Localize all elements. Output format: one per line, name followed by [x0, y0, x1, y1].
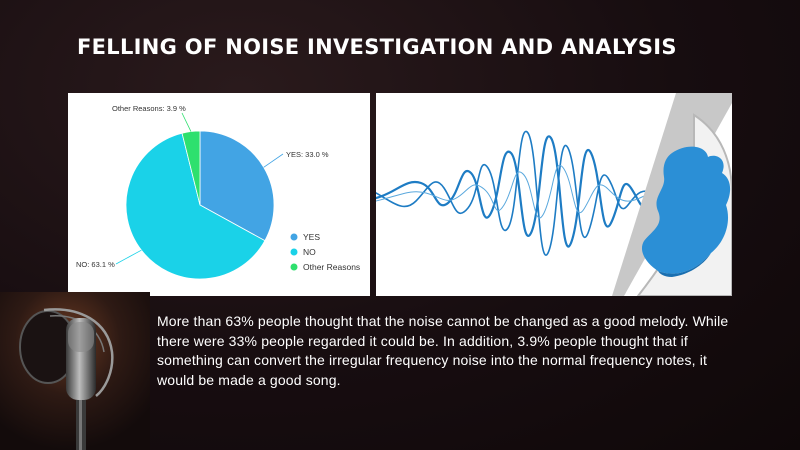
- leader-line-no: [115, 249, 142, 265]
- slice-label-no: NO: 63.1 %: [76, 260, 115, 269]
- slice-label-yes: YES: 33.0 %: [286, 150, 329, 159]
- sound-wave-illustration: [376, 93, 732, 296]
- legend-label-other-reasons: Other Reasons: [303, 262, 360, 272]
- shock-mount: [43, 308, 114, 397]
- pie-chart: YES: 33.0 % NO: 63.1 % Other Reasons: 3.9 …: [76, 104, 360, 280]
- blue-island: [641, 146, 731, 274]
- wave-line-2: [376, 130, 677, 256]
- microphone-image: [0, 292, 150, 450]
- leader-line-yes: [263, 153, 284, 168]
- blue-island-shadow: [658, 253, 711, 277]
- leader-line-other-reasons: [181, 112, 192, 132]
- pie-slice-no: [125, 132, 266, 280]
- legend-marker-yes: [290, 233, 298, 241]
- pie-chart-panel: YES: 33.0 % NO: 63.1 % Other Reasons: 3.9 …: [68, 93, 370, 296]
- legend-marker-other-reasons: [290, 263, 298, 271]
- wave-line-3: [376, 165, 677, 219]
- caption-text: More than 63% people thought that the no…: [157, 313, 729, 388]
- pie-slice-other-reasons: [181, 130, 201, 206]
- mic-grille: [68, 322, 94, 352]
- legend-label-no: NO: [303, 247, 316, 257]
- mic-stand-highlight: [79, 400, 82, 450]
- studio-microphone-photo: [0, 292, 150, 450]
- slice-label-other-reasons: Other Reasons: 3.9 %: [112, 104, 186, 113]
- legend-marker-no: [290, 248, 298, 256]
- legend-label-yes: YES: [303, 232, 320, 242]
- sound-wave-image: [376, 93, 732, 296]
- slide-title: FELLING OF NOISE INVESTIGATION AND ANALY…: [77, 35, 677, 59]
- wave-line-1: [376, 135, 678, 248]
